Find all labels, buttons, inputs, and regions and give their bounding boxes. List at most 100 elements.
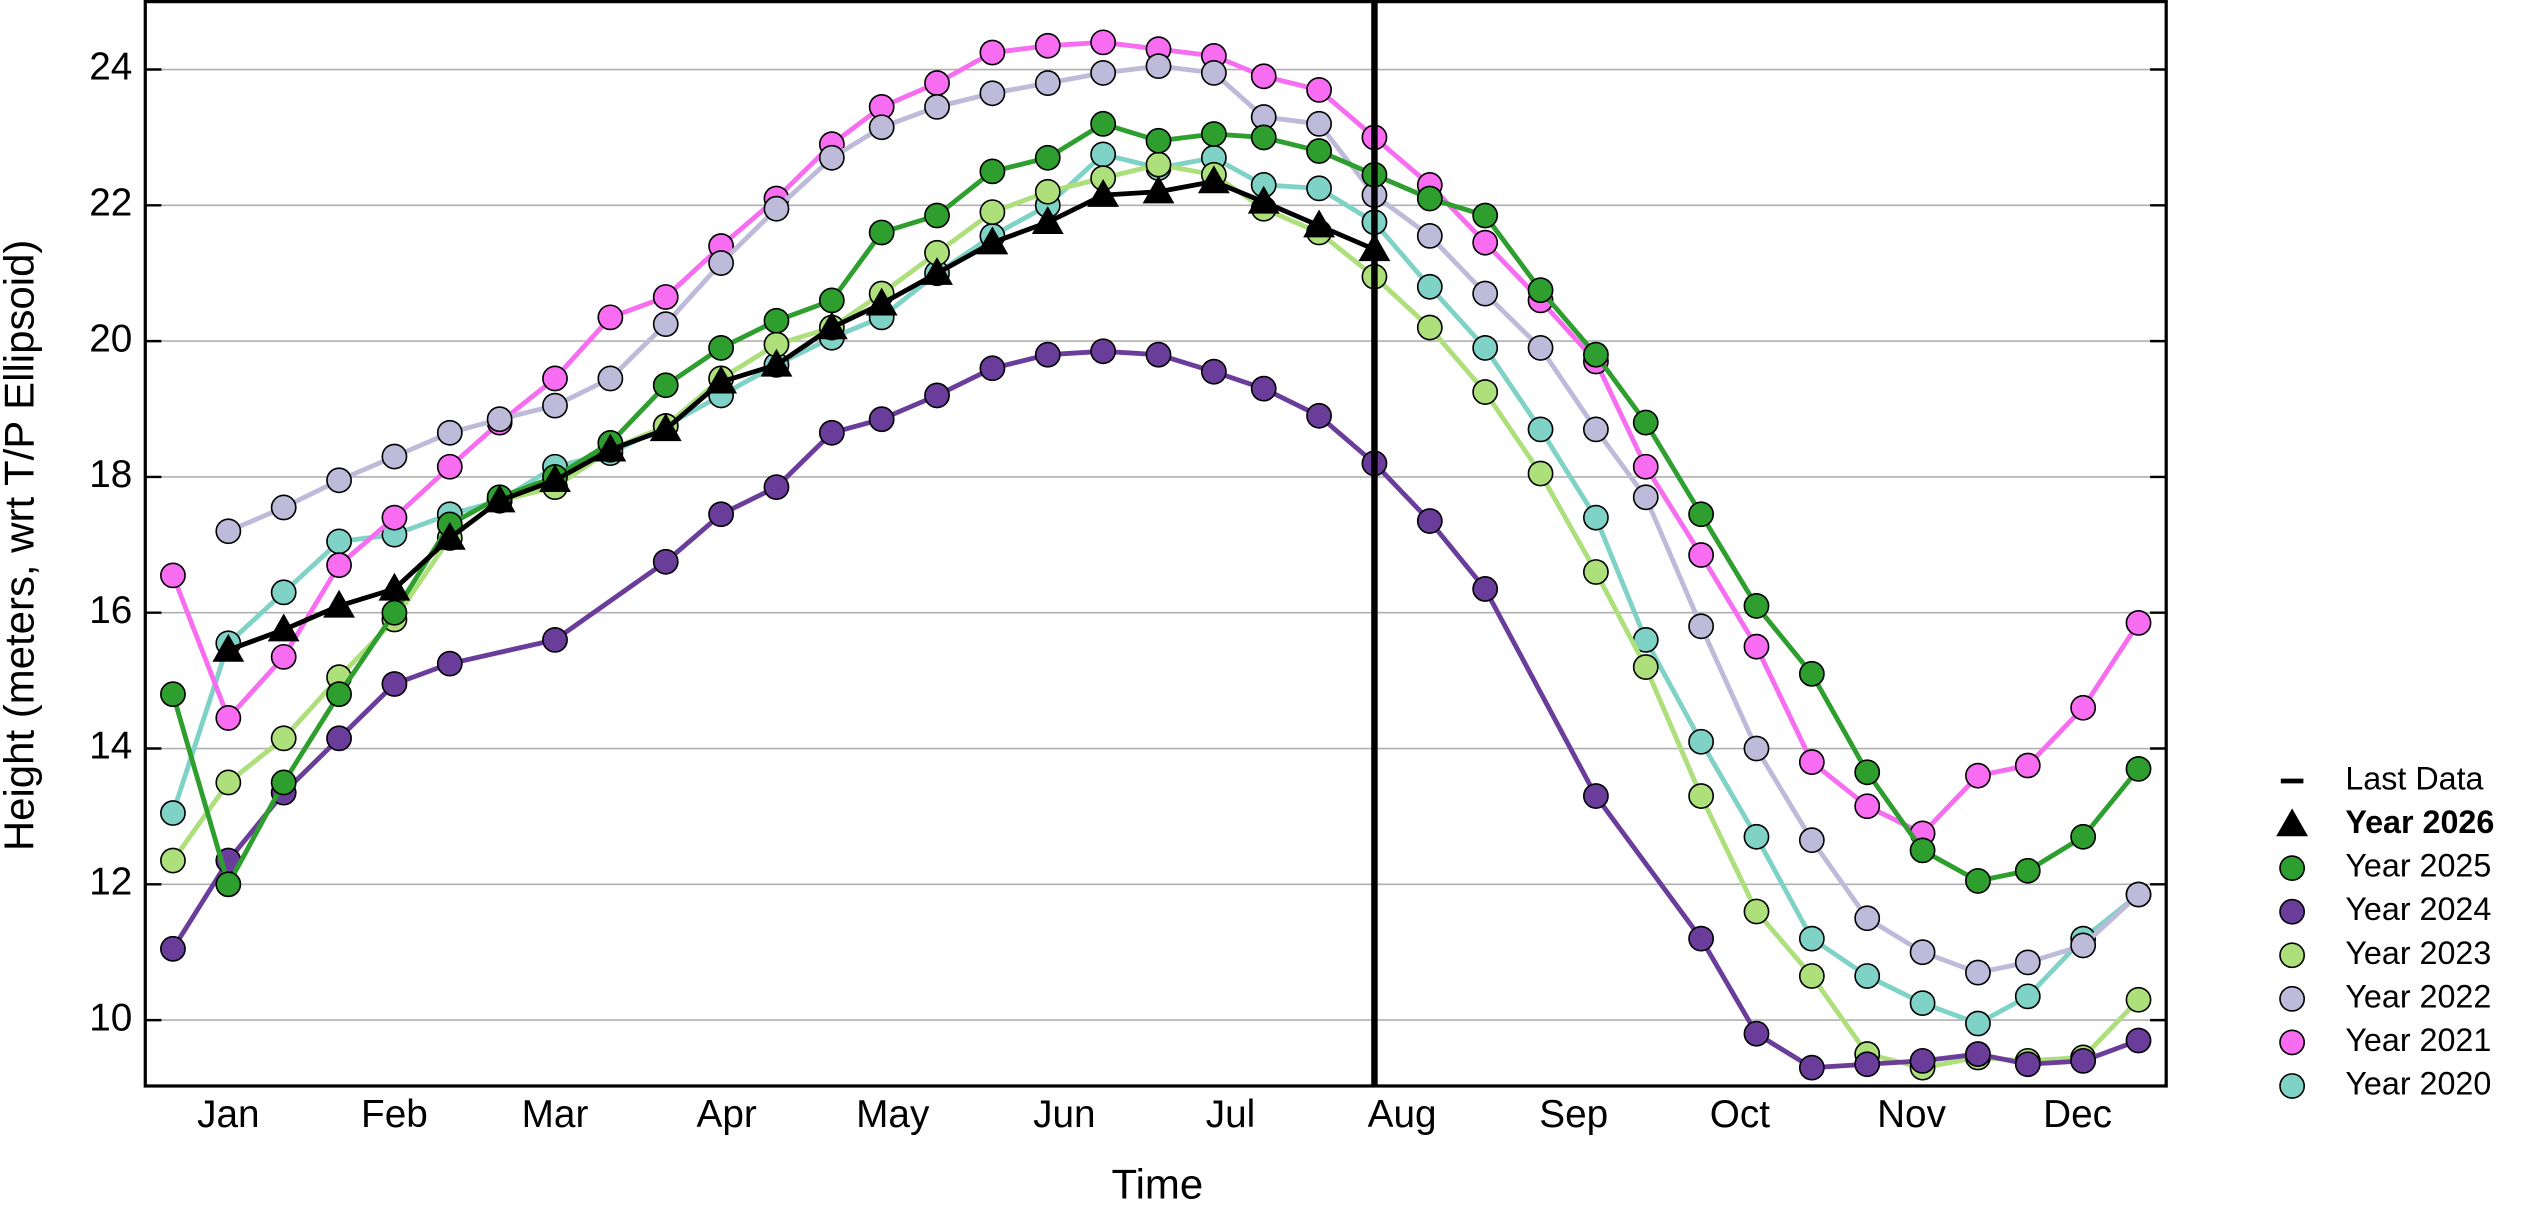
grid-layer: 10 12 14 16 18 20 22 24 Jan Feb Mar Apr May Jun Jul Aug… xyxy=(89,46,2167,1136)
circle-marker xyxy=(1743,898,1770,925)
series-line xyxy=(227,179,1376,653)
circle-marker xyxy=(763,195,790,222)
circle-marker xyxy=(1743,633,1770,660)
circle-marker xyxy=(1034,341,1061,368)
circle-marker xyxy=(2279,855,2306,882)
circle-marker xyxy=(326,681,352,708)
circle-marker xyxy=(2014,857,2041,884)
legend-label: Year 2021 xyxy=(2345,1022,2491,1058)
triangle-marker xyxy=(323,589,355,618)
circle-marker xyxy=(542,365,568,392)
circle-marker xyxy=(979,199,1006,226)
triangle-marker xyxy=(594,433,627,462)
y-tick-label: 12 xyxy=(89,861,132,904)
triangle-marker xyxy=(760,348,793,377)
circle-marker xyxy=(436,650,463,677)
circle-marker xyxy=(1909,837,1936,864)
circle-marker xyxy=(1527,277,1554,304)
circle-marker xyxy=(1034,178,1061,205)
circle-marker xyxy=(1527,334,1554,361)
circle-marker xyxy=(597,365,624,392)
circle-marker xyxy=(381,671,408,697)
circle-marker xyxy=(1854,963,1881,989)
circle-marker xyxy=(652,548,679,575)
circle-marker xyxy=(1145,53,1172,80)
circle-marker xyxy=(1090,141,1117,168)
series xyxy=(215,53,2152,986)
circle-marker xyxy=(924,70,950,97)
legend-label: Last Data xyxy=(2345,761,2483,797)
circle-marker xyxy=(1965,1010,1991,1037)
circle-marker xyxy=(1798,963,1825,989)
circle-marker xyxy=(2125,1027,2152,1054)
circle-marker xyxy=(1034,144,1061,171)
x-tick-label: Feb xyxy=(361,1093,428,1136)
circle-marker xyxy=(763,307,790,334)
triangle-marker xyxy=(267,613,300,642)
circle-marker xyxy=(2070,932,2097,959)
triangle-marker xyxy=(483,484,516,513)
circle-marker xyxy=(2125,755,2152,782)
circle-marker xyxy=(1527,416,1554,443)
circle-marker xyxy=(1632,409,1659,436)
circle-marker xyxy=(1416,222,1443,249)
circle-marker xyxy=(1250,375,1277,402)
x-axis-title: Time xyxy=(1112,1161,1204,1207)
circle-marker xyxy=(160,800,186,826)
circle-marker xyxy=(1743,823,1770,850)
circle-marker xyxy=(818,144,845,171)
triangle-marker xyxy=(1247,185,1280,214)
x-tick-label: Nov xyxy=(1877,1093,1947,1136)
circle-marker xyxy=(270,643,297,670)
circle-marker xyxy=(270,579,297,606)
circle-marker xyxy=(1090,338,1117,365)
circle-marker xyxy=(1688,542,1715,568)
x-tick-label: Jan xyxy=(197,1093,259,1136)
circle-marker xyxy=(1582,341,1609,368)
circle-marker xyxy=(2070,823,2097,850)
series-line xyxy=(170,162,2141,1071)
circle-marker xyxy=(1965,762,1991,789)
circle-marker xyxy=(1798,925,1825,952)
circle-marker xyxy=(1034,32,1061,59)
x-tick-label: Jun xyxy=(1033,1093,1095,1136)
circle-marker xyxy=(1416,314,1443,341)
circle-marker xyxy=(708,501,735,528)
circle-marker xyxy=(2070,1047,2097,1074)
circle-marker xyxy=(2279,898,2306,925)
circle-marker xyxy=(1306,175,1332,202)
y-tick-label: 24 xyxy=(89,46,132,89)
legend-label: Year 2026 xyxy=(2345,804,2494,840)
circle-marker xyxy=(818,287,845,314)
circle-marker xyxy=(1632,453,1659,480)
triangle-marker xyxy=(1303,209,1335,238)
circle-marker xyxy=(1034,70,1061,97)
circle-marker xyxy=(1582,783,1609,809)
circle-marker xyxy=(2014,983,2041,1010)
circle-marker xyxy=(1416,185,1443,212)
circle-marker xyxy=(1250,124,1277,151)
circle-marker xyxy=(1306,402,1332,429)
legend-label: Year 2025 xyxy=(2345,848,2491,884)
circle-marker xyxy=(1416,273,1443,300)
circle-marker xyxy=(486,406,513,433)
circle-marker xyxy=(1798,660,1825,687)
triangle-marker xyxy=(1087,178,1120,207)
circle-marker xyxy=(868,406,895,433)
circle-marker xyxy=(2125,609,2152,636)
circle-marker xyxy=(1582,504,1609,531)
y-tick-label: 22 xyxy=(89,182,132,225)
circle-marker xyxy=(1250,63,1277,90)
triangle-marker xyxy=(1142,175,1175,204)
circle-marker xyxy=(270,769,297,796)
circle-marker xyxy=(2279,1073,2306,1099)
series xyxy=(160,151,2152,1081)
circle-marker xyxy=(1909,939,1936,966)
circle-marker xyxy=(2125,986,2152,1013)
circle-marker xyxy=(1688,501,1715,528)
data-layer xyxy=(160,1,2152,1086)
plot-frame xyxy=(143,0,2168,1088)
circle-marker xyxy=(1472,379,1499,405)
circle-marker xyxy=(1306,110,1332,137)
legend-label: Year 2024 xyxy=(2345,891,2491,927)
